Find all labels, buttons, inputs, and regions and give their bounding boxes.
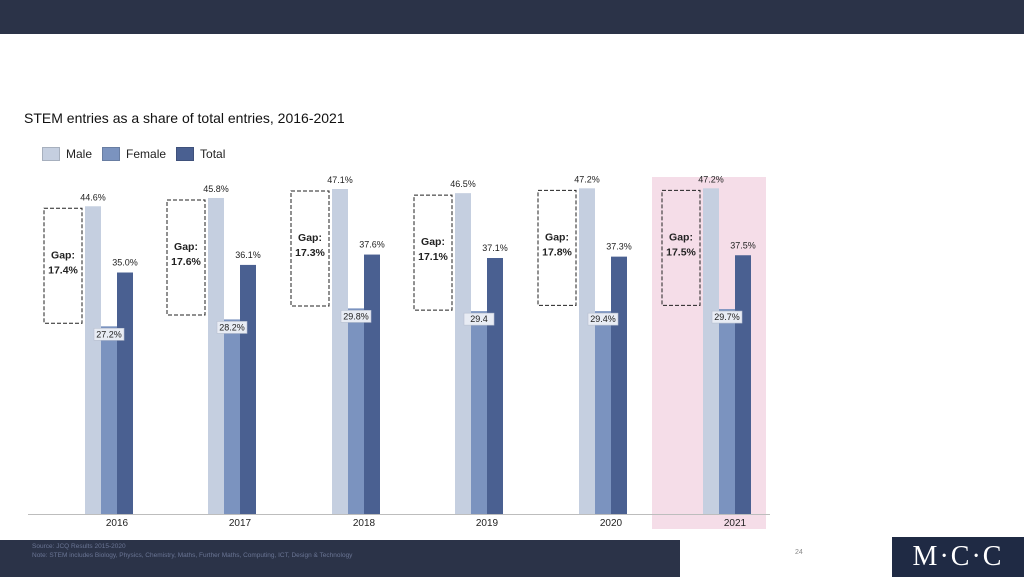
bar-female-2020 <box>595 311 611 514</box>
data-label-box-female-2017 <box>216 321 248 334</box>
chart-legend: Male Female Total <box>42 147 235 161</box>
data-label-box-female-2020 <box>587 312 619 326</box>
x-tick-label-2017: 2017 <box>229 518 252 529</box>
gap-label-2016: Gap: <box>51 249 75 261</box>
data-label-box-female-2018 <box>340 310 372 323</box>
bar-total-2020 <box>611 256 627 514</box>
x-tick-label-2019: 2019 <box>476 518 499 529</box>
data-label-male-2018: 47.1% <box>327 175 353 185</box>
gap-label-2020: Gap: <box>545 231 569 243</box>
chart-title: STEM entries as a share of total entries… <box>24 110 345 126</box>
gap-value-2021: 17.5% <box>666 246 696 258</box>
bar-female-2021 <box>719 309 735 514</box>
x-tick-label-2021: 2021 <box>724 518 747 529</box>
bar-female-2016 <box>101 326 117 514</box>
gap-box-2020 <box>537 189 577 306</box>
data-label-male-2021: 47.2% <box>698 174 724 184</box>
gap-box-2018 <box>290 190 330 307</box>
data-label-total-2017: 36.1% <box>235 250 261 260</box>
legend-label-female: Female <box>126 147 167 161</box>
data-label-box-female-2021 <box>711 310 743 324</box>
gap-box-2017 <box>166 199 206 316</box>
data-label-male-2017: 45.8% <box>203 184 229 194</box>
gap-box-2019 <box>413 194 453 311</box>
data-label-male-2020: 47.2% <box>574 174 600 184</box>
data-label-male-2019: 46.5% <box>450 179 476 189</box>
bar-total-2021 <box>735 255 751 514</box>
x-tick-label-2018: 2018 <box>353 518 376 529</box>
legend-label-total: Total <box>200 147 226 161</box>
gap-value-2016: 17.4% <box>48 264 78 276</box>
data-label-total-2019: 37.1% <box>482 243 508 253</box>
legend-item-male: Male <box>42 147 92 161</box>
legend-item-total: Total <box>176 147 225 161</box>
data-label-female-2016: 27.2% <box>96 329 122 339</box>
gap-value-2019: 17.1% <box>418 251 448 263</box>
data-label-total-2018: 37.6% <box>359 240 385 250</box>
data-label-total-2020: 37.3% <box>606 242 632 252</box>
bar-female-2019 <box>471 311 487 514</box>
header-band <box>0 0 1024 34</box>
gap-label-2017: Gap: <box>174 241 198 253</box>
data-label-box-female-2019 <box>463 312 495 326</box>
gap-label-2018: Gap: <box>298 232 322 244</box>
bar-male-2019 <box>455 193 471 514</box>
x-tick-label-2020: 2020 <box>600 518 623 529</box>
gap-label-2019: Gap: <box>421 236 445 248</box>
legend-swatch-male <box>42 147 60 161</box>
data-label-female-2021: 29.7% <box>714 312 740 322</box>
gap-value-2020: 17.8% <box>542 246 572 258</box>
bar-total-2018 <box>364 254 380 514</box>
gap-value-2018: 17.3% <box>295 247 325 259</box>
legend-item-female: Female <box>102 147 166 161</box>
data-label-female-2017: 28.2% <box>219 322 245 332</box>
gap-box-2016 <box>43 207 83 324</box>
bar-male-2020 <box>579 188 595 514</box>
bar-male-2021 <box>703 188 719 514</box>
page-number: 24 <box>795 549 803 556</box>
data-label-female-2019: 29.4 <box>470 314 488 324</box>
gap-value-2017: 17.6% <box>171 256 201 268</box>
x-tick-label-2016: 2016 <box>106 518 129 529</box>
bar-total-2016 <box>117 272 133 514</box>
data-label-female-2020: 29.4% <box>590 314 616 324</box>
footer-band: Source: JCQ Results 2015-2020 Note: STEM… <box>0 540 680 577</box>
gap-box-2021 <box>661 189 701 306</box>
data-label-total-2016: 35.0% <box>112 258 138 268</box>
footer-source: Source: JCQ Results 2015-2020 <box>32 543 126 550</box>
legend-swatch-total <box>176 147 195 161</box>
data-label-box-female-2016 <box>93 328 125 341</box>
gap-label-2021: Gap: <box>669 231 693 243</box>
data-label-female-2018: 29.8% <box>343 311 369 321</box>
data-label-male-2016: 44.6% <box>80 192 106 202</box>
legend-swatch-female <box>102 147 121 161</box>
bar-total-2017 <box>240 264 256 514</box>
bar-female-2017 <box>224 319 240 514</box>
bar-male-2016 <box>85 206 101 514</box>
data-label-total-2021: 37.5% <box>730 240 756 250</box>
mcc-logo: M·C·C <box>892 537 1024 577</box>
bar-male-2017 <box>208 197 224 515</box>
footer-note: Note: STEM includes Biology, Physics, Ch… <box>32 552 353 559</box>
legend-label-male: Male <box>66 147 93 161</box>
bar-female-2018 <box>348 308 364 514</box>
bar-male-2018 <box>332 189 348 514</box>
bar-total-2019 <box>487 258 503 514</box>
